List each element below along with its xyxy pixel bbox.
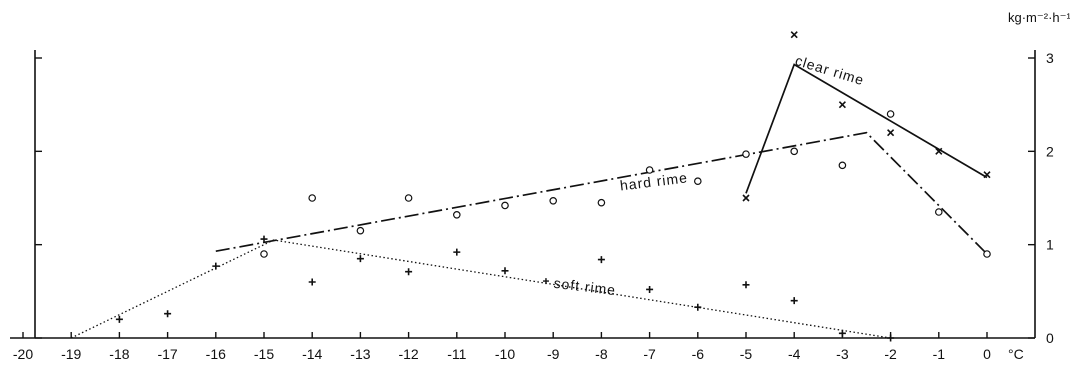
x-tick-label: -11 [447,346,466,362]
x-tick-label: -10 [495,346,515,362]
data-point-soft-rime [838,329,846,337]
x-tick-label: -14 [302,346,322,362]
x-tick-label: -19 [61,346,81,362]
x-tick-label: -15 [254,346,274,362]
y-axis-unit-label: kg·m⁻²·h⁻¹ [1008,10,1070,25]
data-point-hard-rime [886,110,895,118]
data-point-clear-rime [983,171,991,179]
series-label-hard-rime: hard rime [619,169,689,193]
data-point-hard-rime [838,161,847,170]
x-tick-label: -2 [884,346,897,362]
x-tick-label: -20 [13,346,33,362]
fit-line-hard-rime [215,131,988,255]
data-point-clear-rime [790,31,798,39]
data-point-clear-rime [887,129,895,137]
y-tick-label: 0 [1046,330,1054,346]
data-point-hard-rime [452,211,461,219]
data-point-hard-rime [983,250,991,258]
x-tick-label: -5 [740,346,753,362]
x-tick-label: -6 [692,346,705,362]
x-tick-label: -16 [206,346,226,362]
data-point-soft-rime [405,268,413,276]
data-point-hard-rime [356,226,365,235]
data-point-soft-rime [887,334,895,342]
data-point-soft-rime [308,278,316,286]
data-point-soft-rime [453,248,461,256]
y-tick-label: 2 [1046,143,1054,159]
series-label-soft-rime: soft rime [553,275,617,299]
x-ticks: -20 -19 -18 -17 -16 -15 -14 -13 -12 -11 -10 -9 -8 -7-… [13,332,991,362]
data-point-hard-rime [260,250,268,258]
data-point-hard-rime [645,166,654,174]
x-tick-label: -1 [933,346,946,362]
data-point-hard-rime [693,177,702,186]
data-point-hard-rime [501,201,509,210]
data-point-hard-rime [597,198,606,207]
data-point-hard-rime [549,197,558,205]
data-point-hard-rime [742,150,750,158]
data-point-soft-rime [694,303,702,311]
y-tick-label: 3 [1046,50,1054,66]
data-point-clear-rime [935,147,943,155]
x-tick-label: -18 [109,346,129,362]
data-point-hard-rime [308,194,317,202]
markers [115,31,991,342]
fit-line-soft-rime [70,239,891,339]
x-tick-label: -13 [350,346,370,362]
data-point-soft-rime [742,281,750,289]
data-point-hard-rime [404,194,413,202]
x-tick-label: 0 [983,346,991,362]
data-point-soft-rime [646,285,654,293]
labels: hard rime soft rime clear rime kg·m⁻²·h⁻… [542,10,1070,362]
x-tick-label: -12 [398,346,418,362]
data-point-soft-rime [790,297,798,305]
data-point-hard-rime [934,208,943,216]
x-tick-label: -8 [595,346,608,362]
x-axis-unit-label: °C [1008,346,1024,362]
data-point-clear-rime [742,194,750,202]
data-point-soft-rime [597,256,605,264]
x-tick-label: -17 [157,346,177,362]
axes [10,50,1036,339]
data-point-soft-rime [260,235,268,243]
y-tick-label: 1 [1046,237,1054,253]
series-label-clear-rime: clear rime [793,52,866,88]
data-point-clear-rime [838,101,846,109]
data-point-soft-rime [501,267,509,275]
soft-rime-label-marker [542,278,549,285]
data-point-soft-rime [115,315,123,323]
x-tick-label: -7 [643,346,656,362]
fit-lines [70,63,988,339]
data-point-hard-rime [790,147,799,156]
x-tick-label: -9 [547,346,560,362]
x-tick-label: -4 [788,346,801,362]
fit-line-clear-rime [745,63,988,194]
data-point-soft-rime [164,310,172,318]
data-point-soft-rime [356,255,364,263]
data-point-soft-rime [212,262,220,270]
y-ticks: 0 1 2 3 [35,50,1054,346]
x-tick-label: -3 [836,346,849,362]
